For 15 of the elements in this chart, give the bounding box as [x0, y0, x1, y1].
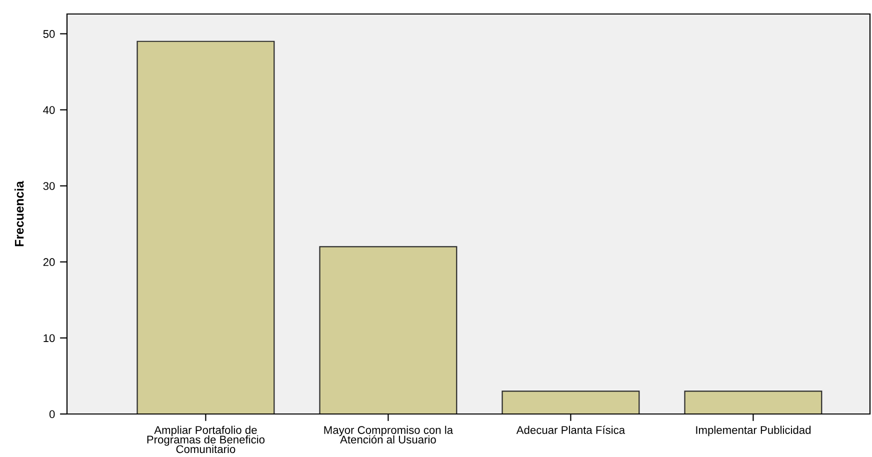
y-tick-label: 0: [49, 410, 55, 418]
y-tick-label: 50: [43, 30, 55, 38]
bar: [684, 390, 822, 414]
y-tick-label: 10: [44, 334, 55, 342]
y-tick-label: 20: [43, 258, 55, 266]
y-tick-label: 30: [43, 182, 55, 190]
x-tick-label: Mayor Compromiso con la Atención al Usuario: [324, 426, 454, 444]
x-tick-label: Implementar Publicidad: [696, 426, 811, 436]
y-axis-title: Frecuencia: [14, 180, 24, 246]
y-tick-label: 40: [43, 106, 55, 114]
bar: [136, 40, 275, 414]
x-tick-label: Adecuar Planta Física: [516, 426, 626, 434]
bar: [502, 390, 640, 414]
bar: [319, 246, 458, 414]
x-tick-label: Ampliar Portafolio de Programas de Beneficio Comunitario: [147, 426, 265, 454]
